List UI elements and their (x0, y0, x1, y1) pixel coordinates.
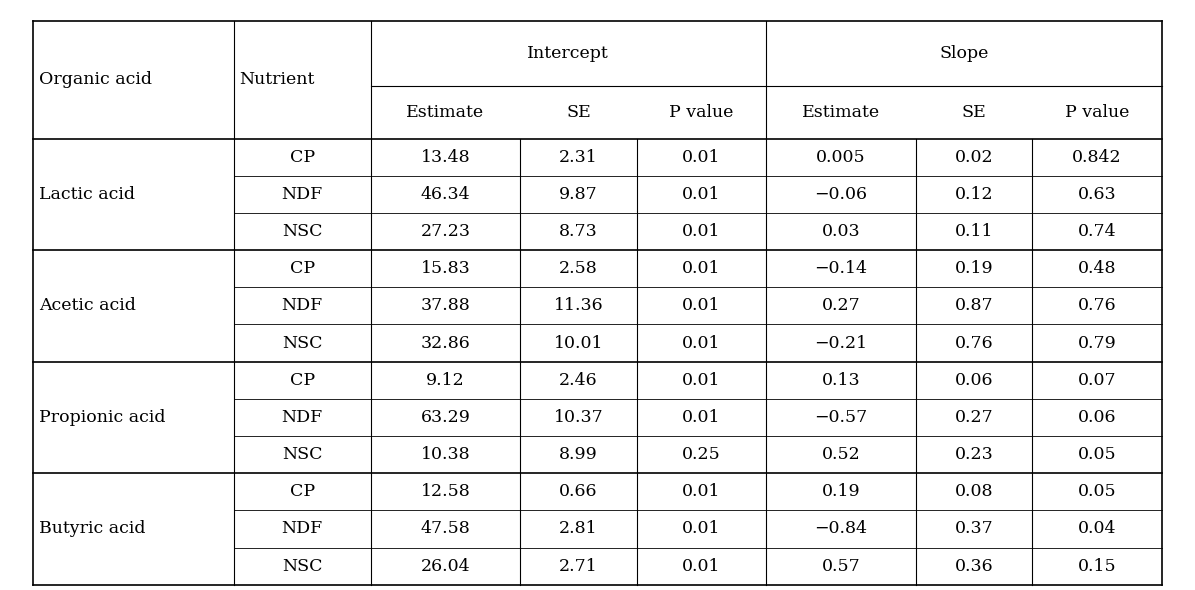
Text: 0.63: 0.63 (1078, 186, 1116, 203)
Text: 0.76: 0.76 (955, 335, 993, 352)
Text: 47.58: 47.58 (421, 520, 471, 537)
Text: Estimate: Estimate (802, 104, 880, 120)
Text: 0.01: 0.01 (682, 149, 721, 166)
Text: SE: SE (962, 104, 986, 120)
Text: 0.74: 0.74 (1078, 223, 1116, 240)
Text: 0.03: 0.03 (821, 223, 860, 240)
Text: 0.27: 0.27 (955, 409, 993, 426)
Text: 0.01: 0.01 (682, 223, 721, 240)
Text: 0.05: 0.05 (1078, 446, 1116, 463)
Text: NDF: NDF (282, 520, 323, 537)
Text: 8.73: 8.73 (559, 223, 598, 240)
Text: 0.02: 0.02 (955, 149, 993, 166)
Text: 0.11: 0.11 (955, 223, 993, 240)
Text: NSC: NSC (282, 558, 323, 575)
Text: Estimate: Estimate (406, 104, 484, 120)
Text: Lactic acid: Lactic acid (39, 186, 135, 203)
Text: 2.58: 2.58 (559, 260, 598, 277)
Text: NSC: NSC (282, 446, 323, 463)
Text: SE: SE (566, 104, 590, 120)
Text: 9.87: 9.87 (559, 186, 598, 203)
Text: CP: CP (289, 372, 314, 389)
Text: 37.88: 37.88 (421, 297, 471, 314)
Text: 26.04: 26.04 (421, 558, 470, 575)
Text: 10.38: 10.38 (421, 446, 470, 463)
Text: 0.05: 0.05 (1078, 483, 1116, 500)
Text: −0.06: −0.06 (814, 186, 868, 203)
Text: 0.52: 0.52 (821, 446, 860, 463)
Text: Acetic acid: Acetic acid (39, 297, 136, 314)
Text: 11.36: 11.36 (553, 297, 603, 314)
Text: 0.08: 0.08 (955, 483, 993, 500)
Text: −0.84: −0.84 (814, 520, 868, 537)
Text: −0.21: −0.21 (814, 335, 868, 352)
Text: NSC: NSC (282, 223, 323, 240)
Text: 0.37: 0.37 (955, 520, 993, 537)
Text: P value: P value (1065, 104, 1129, 120)
Text: NDF: NDF (282, 297, 323, 314)
Text: Slope: Slope (939, 45, 988, 61)
Text: 32.86: 32.86 (421, 335, 471, 352)
Text: 0.57: 0.57 (821, 558, 860, 575)
Text: 0.48: 0.48 (1078, 260, 1116, 277)
Text: 63.29: 63.29 (421, 409, 471, 426)
Text: 0.15: 0.15 (1078, 558, 1116, 575)
Text: CP: CP (289, 149, 314, 166)
Text: 0.36: 0.36 (955, 558, 993, 575)
Text: Organic acid: Organic acid (39, 71, 153, 88)
Text: Butyric acid: Butyric acid (39, 520, 146, 537)
Text: 8.99: 8.99 (559, 446, 598, 463)
Text: −0.14: −0.14 (814, 260, 868, 277)
Text: 0.04: 0.04 (1078, 520, 1116, 537)
Text: Intercept: Intercept (527, 45, 609, 61)
Text: CP: CP (289, 260, 314, 277)
Text: 0.13: 0.13 (821, 372, 860, 389)
Text: 13.48: 13.48 (421, 149, 470, 166)
Text: 2.46: 2.46 (559, 372, 598, 389)
Text: 0.66: 0.66 (559, 483, 598, 500)
Text: 46.34: 46.34 (421, 186, 470, 203)
Text: NSC: NSC (282, 335, 323, 352)
Text: 0.06: 0.06 (955, 372, 993, 389)
Text: NDF: NDF (282, 409, 323, 426)
Text: 0.005: 0.005 (816, 149, 865, 166)
Text: 2.81: 2.81 (559, 520, 598, 537)
Text: 0.01: 0.01 (682, 372, 721, 389)
Text: 0.01: 0.01 (682, 260, 721, 277)
Text: 0.25: 0.25 (682, 446, 721, 463)
Text: 0.842: 0.842 (1072, 149, 1122, 166)
Text: 0.76: 0.76 (1078, 297, 1116, 314)
Text: 10.37: 10.37 (553, 409, 603, 426)
Text: Propionic acid: Propionic acid (39, 409, 166, 426)
Text: 0.06: 0.06 (1078, 409, 1116, 426)
Text: 0.01: 0.01 (682, 186, 721, 203)
Text: 12.58: 12.58 (421, 483, 471, 500)
Text: 0.27: 0.27 (821, 297, 860, 314)
Text: 0.19: 0.19 (821, 483, 860, 500)
Text: 0.79: 0.79 (1078, 335, 1116, 352)
Text: 0.01: 0.01 (682, 483, 721, 500)
Text: 0.87: 0.87 (955, 297, 993, 314)
Text: 10.01: 10.01 (553, 335, 603, 352)
Text: 0.23: 0.23 (955, 446, 993, 463)
Text: 0.01: 0.01 (682, 558, 721, 575)
Text: 0.19: 0.19 (955, 260, 993, 277)
Text: Nutrient: Nutrient (240, 71, 315, 88)
Text: 27.23: 27.23 (421, 223, 471, 240)
Text: 0.07: 0.07 (1078, 372, 1116, 389)
Text: CP: CP (289, 483, 314, 500)
Text: 0.01: 0.01 (682, 297, 721, 314)
Text: 2.71: 2.71 (559, 558, 598, 575)
Text: 9.12: 9.12 (427, 372, 465, 389)
Text: 0.01: 0.01 (682, 520, 721, 537)
Text: NDF: NDF (282, 186, 323, 203)
Text: 0.01: 0.01 (682, 409, 721, 426)
Text: 0.01: 0.01 (682, 335, 721, 352)
Text: −0.57: −0.57 (814, 409, 868, 426)
Text: 15.83: 15.83 (421, 260, 471, 277)
Text: 0.12: 0.12 (955, 186, 993, 203)
Text: P value: P value (669, 104, 734, 120)
Text: 2.31: 2.31 (559, 149, 598, 166)
